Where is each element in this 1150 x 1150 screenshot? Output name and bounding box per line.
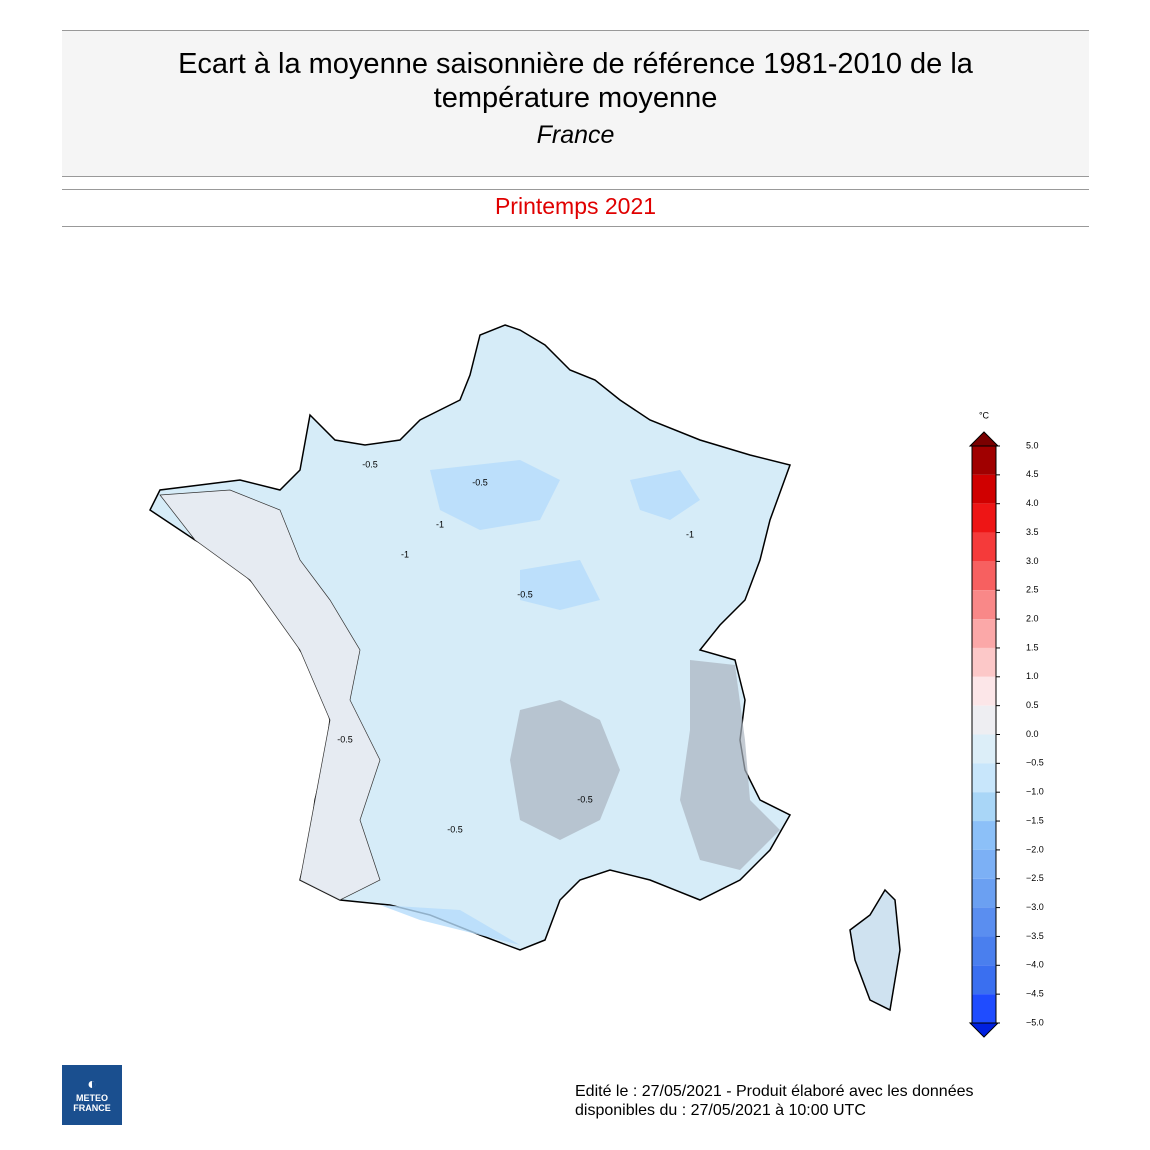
colorbar-band [972,792,996,822]
colorbar-tick-label: −2.0 [1026,844,1044,854]
colorbar-tick-label: 0.0 [1026,729,1039,739]
colorbar-tick-label: −3.5 [1026,931,1044,941]
colorbar-unit: °C [979,410,990,420]
colorbar-top-arrow [968,431,1000,447]
colorbar-tick-label: −1.5 [1026,815,1044,825]
colorbar-band [972,936,996,966]
logo-icon: ◐ [87,1076,97,1093]
colorbar-band [972,590,996,620]
contour-label: -0.5 [517,589,533,599]
colorbar-band [972,503,996,533]
colorbar-tick-label: 2.0 [1026,613,1039,623]
colorbar-band [972,734,996,764]
title: température moyenne [433,82,718,114]
colorbar-band [972,994,996,1023]
subtitle: France [536,121,615,149]
footer-line: Edité le : 27/05/2021 - Produit élaboré … [575,1083,974,1100]
colorbar-band [972,849,996,879]
title: Ecart à la moyenne saisonnière de référe… [178,48,973,80]
colorbar-band [972,705,996,735]
period: Printemps 2021 [62,189,1089,227]
colorbar-band [972,561,996,591]
logo: ◐ METEO FRANCE [62,1065,122,1125]
contour-label: -0.5 [337,734,353,744]
contour-label: -1 [686,529,694,539]
colorbar-band [972,878,996,908]
contour-label: -0.5 [472,477,488,487]
contour-label: -0.5 [447,824,463,834]
west-zone [159,489,381,901]
relief-zone [510,660,780,870]
colorbar-tick-label: 5.0 [1026,440,1039,450]
colorbar-tick-label: 2.5 [1026,585,1039,595]
contour-label: -0.5 [362,459,378,469]
colorbar-band [972,446,996,475]
colorbar-tick-label: 0.5 [1026,700,1039,710]
colorbar-tick-label: 4.5 [1026,469,1039,479]
colorbar-tick-label: −5.0 [1026,1017,1044,1027]
colorbar-tick-label: −1.0 [1026,787,1044,797]
contour-label: -1 [401,549,409,559]
colorbar-band [972,532,996,562]
colorbar-band [972,965,996,995]
colorbar-tick-label: 3.0 [1026,556,1039,566]
colorbar-bottom-arrow [968,1022,1000,1038]
cold-zone [380,460,700,945]
colorbar-tick-label: −4.5 [1026,989,1044,999]
colorbar-band [972,821,996,850]
contour-label: -0.5 [577,794,593,804]
colorbar-tick-label: 3.5 [1026,527,1039,537]
colorbar-tick-label: 1.0 [1026,671,1039,681]
colorbar-band [972,647,996,677]
logo-text: METEO [75,1093,108,1103]
colorbar-tick-label: −4.0 [1026,960,1044,970]
colorbar-band [972,474,996,504]
colorbar-tick-label: 4.0 [1026,498,1039,508]
colorbar-band [972,907,996,937]
colorbar-tick-label: −2.5 [1026,873,1044,883]
colorbar-tick-label: −3.0 [1026,902,1044,912]
france-outline [149,324,792,951]
footer-line: disponibles du : 27/05/2021 à 10:00 UTC [575,1102,866,1119]
colorbar-band [972,676,996,706]
contour-label: -1 [436,519,444,529]
footer: Edité le : 27/05/2021 - Produit élaboré … [575,1082,974,1120]
colorbar-band [972,619,996,648]
colorbar-tick-label: 1.5 [1026,642,1039,652]
logo-text: FRANCE [73,1103,111,1113]
corsica-outline [849,888,901,1012]
title-box: Ecart à la moyenne saisonnière de référe… [62,30,1089,177]
colorbar-tick-label: −0.5 [1026,758,1044,768]
colorbar-band [972,763,996,793]
